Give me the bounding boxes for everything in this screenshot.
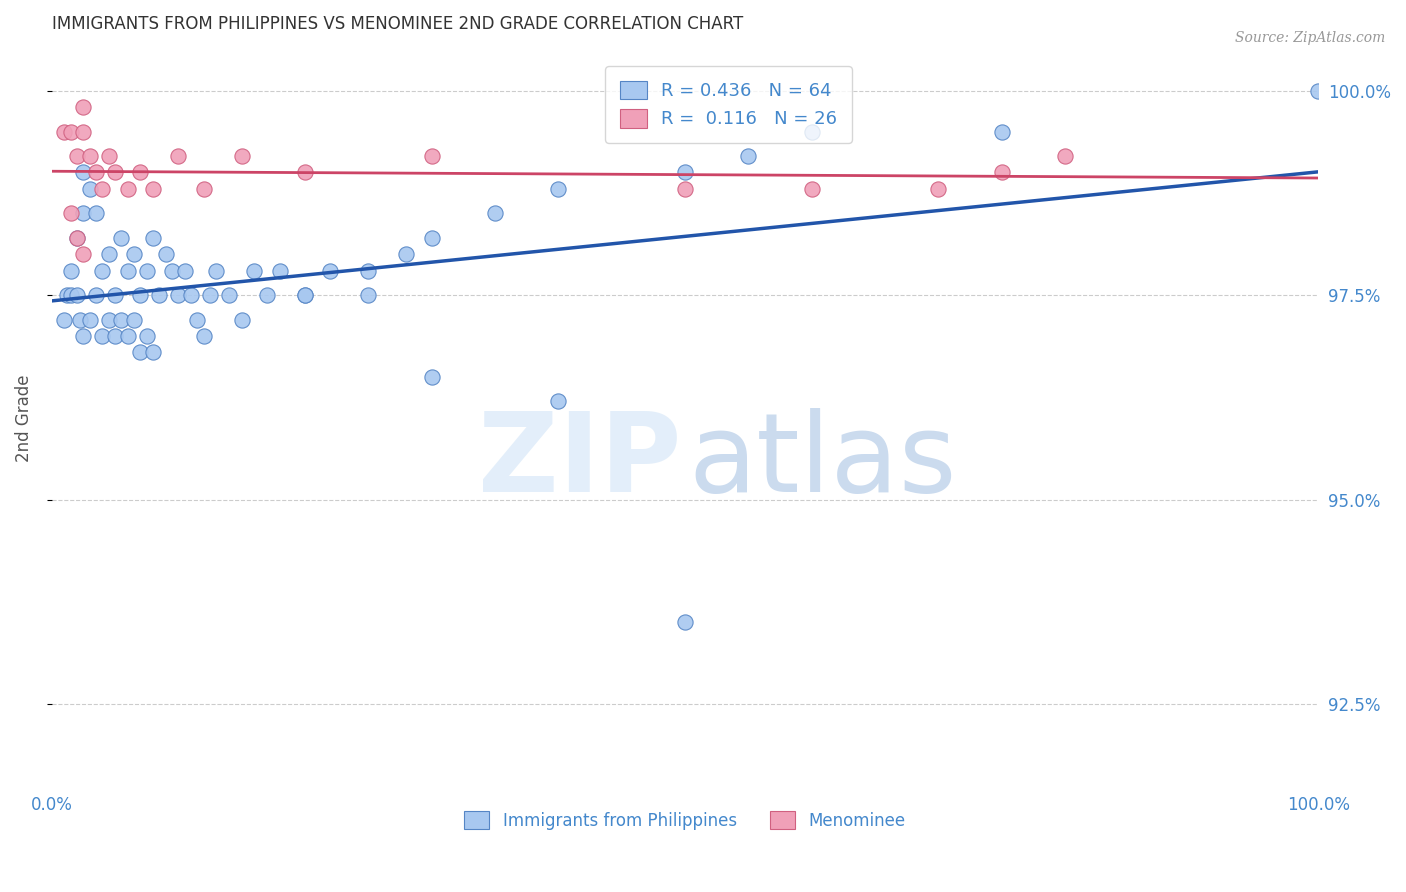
- Point: [357, 263, 380, 277]
- Point: [547, 394, 569, 409]
- Point: [180, 288, 202, 302]
- Point: [91, 329, 114, 343]
- Point: [294, 288, 316, 302]
- Point: [319, 263, 342, 277]
- Point: [66, 288, 89, 302]
- Point: [193, 329, 215, 343]
- Point: [110, 231, 132, 245]
- Text: Source: ZipAtlas.com: Source: ZipAtlas.com: [1234, 31, 1385, 45]
- Point: [269, 263, 291, 277]
- Point: [927, 182, 949, 196]
- Y-axis label: 2nd Grade: 2nd Grade: [15, 374, 32, 461]
- Point: [72, 100, 94, 114]
- Point: [294, 288, 316, 302]
- Point: [91, 182, 114, 196]
- Point: [294, 165, 316, 179]
- Point: [72, 329, 94, 343]
- Point: [122, 247, 145, 261]
- Point: [66, 149, 89, 163]
- Point: [155, 247, 177, 261]
- Point: [79, 149, 101, 163]
- Point: [167, 149, 190, 163]
- Point: [84, 165, 107, 179]
- Point: [69, 312, 91, 326]
- Point: [142, 231, 165, 245]
- Point: [104, 165, 127, 179]
- Point: [97, 149, 120, 163]
- Point: [59, 125, 82, 139]
- Point: [673, 615, 696, 630]
- Point: [167, 288, 190, 302]
- Point: [142, 345, 165, 359]
- Point: [79, 312, 101, 326]
- Point: [117, 182, 139, 196]
- Point: [72, 125, 94, 139]
- Point: [129, 288, 152, 302]
- Point: [800, 125, 823, 139]
- Legend: Immigrants from Philippines, Menominee: Immigrants from Philippines, Menominee: [458, 805, 912, 837]
- Point: [97, 247, 120, 261]
- Point: [66, 231, 89, 245]
- Point: [673, 182, 696, 196]
- Point: [135, 263, 157, 277]
- Point: [66, 231, 89, 245]
- Point: [148, 288, 170, 302]
- Point: [231, 149, 253, 163]
- Point: [72, 206, 94, 220]
- Point: [110, 312, 132, 326]
- Point: [59, 288, 82, 302]
- Point: [129, 165, 152, 179]
- Point: [117, 263, 139, 277]
- Point: [420, 149, 443, 163]
- Point: [800, 182, 823, 196]
- Point: [420, 231, 443, 245]
- Point: [97, 312, 120, 326]
- Point: [173, 263, 195, 277]
- Point: [56, 288, 79, 302]
- Point: [72, 247, 94, 261]
- Text: ZIP: ZIP: [478, 409, 682, 516]
- Text: IMMIGRANTS FROM PHILIPPINES VS MENOMINEE 2ND GRADE CORRELATION CHART: IMMIGRANTS FROM PHILIPPINES VS MENOMINEE…: [52, 15, 742, 33]
- Point: [142, 182, 165, 196]
- Point: [673, 165, 696, 179]
- Point: [135, 329, 157, 343]
- Point: [129, 345, 152, 359]
- Point: [205, 263, 228, 277]
- Point: [990, 125, 1012, 139]
- Point: [117, 329, 139, 343]
- Point: [59, 206, 82, 220]
- Point: [59, 263, 82, 277]
- Point: [218, 288, 240, 302]
- Point: [1053, 149, 1076, 163]
- Point: [243, 263, 266, 277]
- Point: [256, 288, 278, 302]
- Point: [122, 312, 145, 326]
- Point: [1308, 84, 1330, 98]
- Point: [53, 125, 76, 139]
- Point: [395, 247, 418, 261]
- Point: [547, 182, 569, 196]
- Point: [72, 165, 94, 179]
- Point: [104, 288, 127, 302]
- Point: [198, 288, 221, 302]
- Text: atlas: atlas: [689, 409, 957, 516]
- Point: [160, 263, 183, 277]
- Point: [91, 263, 114, 277]
- Point: [231, 312, 253, 326]
- Point: [193, 182, 215, 196]
- Point: [357, 288, 380, 302]
- Point: [737, 149, 759, 163]
- Point: [990, 165, 1012, 179]
- Point: [79, 182, 101, 196]
- Point: [84, 288, 107, 302]
- Point: [186, 312, 208, 326]
- Point: [84, 206, 107, 220]
- Point: [484, 206, 506, 220]
- Point: [53, 312, 76, 326]
- Point: [420, 370, 443, 384]
- Point: [104, 329, 127, 343]
